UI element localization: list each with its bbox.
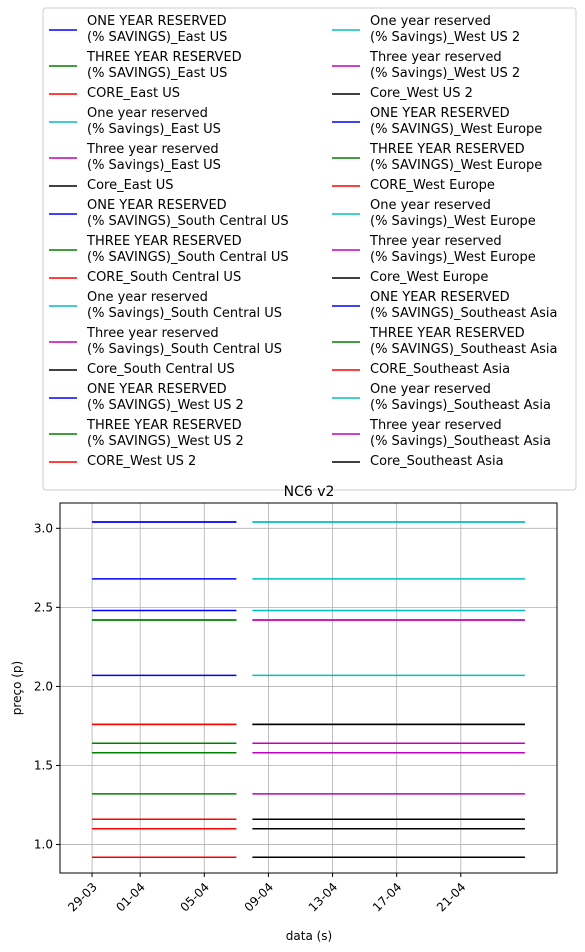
- legend-entry: Three year reserved (% Savings)_East US: [86, 142, 221, 173]
- legend-entry: Core_West Europe: [370, 270, 488, 285]
- legend-entry: One year reserved (% Savings)_East US: [87, 106, 221, 137]
- x-axis-label: data (s): [286, 929, 332, 943]
- plot-area: 1.0 1.5 2.0 2.5 3.0 29-03 01-04 05-04 09-04 13-0…: [34, 502, 558, 915]
- chart-title: NC6 v2: [284, 484, 335, 500]
- legend-entry: THREE YEAR RESERVED (% SAVINGS)_East US: [86, 50, 242, 81]
- y-axis-label: preço (p): [10, 661, 24, 715]
- x-tick-label: 29-03: [65, 880, 100, 915]
- plot-background: [60, 503, 557, 873]
- series-lines: [92, 521, 525, 858]
- legend-entry: ONE YEAR RESERVED (% SAVINGS)_East US: [87, 14, 227, 45]
- legend-entry: ONE YEAR RESERVED (% SAVINGS)_West US 2: [87, 382, 244, 413]
- legend-entry: ONE YEAR RESERVED (% SAVINGS)_Southeast A…: [370, 290, 557, 321]
- legend-entry: CORE_West Europe: [370, 178, 495, 193]
- legend-entry: One year reserved (% Savings)_South Centr…: [87, 290, 282, 321]
- legend-entry: THREE YEAR RESERVED (% SAVINGS)_Southeast…: [369, 326, 557, 357]
- legend-entry: CORE_Southeast Asia: [370, 362, 510, 377]
- legend-entry: ONE YEAR RESERVED (% SAVINGS)_West Europe: [370, 106, 542, 137]
- legend-entry: CORE_South Central US: [87, 270, 241, 285]
- legend-entry: THREE YEAR RESERVED (% SAVINGS)_West Euro…: [369, 142, 542, 173]
- legend-entry: THREE YEAR RESERVED (% SAVINGS)_West US 2: [86, 418, 244, 449]
- legend: ONE YEAR RESERVED (% SAVINGS)_East US THRE…: [42, 7, 577, 491]
- legend-entry: CORE_East US: [87, 86, 180, 101]
- legend-entry: Core_East US: [87, 178, 174, 193]
- y-tick-label: 3.0: [34, 521, 53, 535]
- x-axis: 29-03 01-04 05-04 09-04 13-04 17-04 21-04: [65, 873, 469, 915]
- y-tick-label: 1.5: [34, 758, 53, 772]
- legend-entry: Three year reserved (% Savings)_West US 2: [369, 50, 520, 81]
- legend-entry: CORE_West US 2: [87, 454, 196, 469]
- y-tick-label: 2.5: [34, 600, 53, 614]
- x-tick-label: 13-04: [306, 880, 341, 915]
- legend-entry: Core_South Central US: [87, 362, 235, 377]
- y-tick-label: 1.0: [34, 838, 53, 852]
- y-axis: 1.0 1.5 2.0 2.5 3.0: [34, 521, 60, 852]
- grid: [60, 503, 557, 873]
- legend-entry: ONE YEAR RESERVED (% SAVINGS)_South Centr…: [87, 198, 289, 229]
- plot-frame: [59, 502, 558, 874]
- y-tick-label: 2.0: [34, 679, 53, 693]
- legend-entry: Core_Southeast Asia: [370, 454, 504, 469]
- legend-entry: One year reserved (% Savings)_Southeast A…: [370, 382, 551, 413]
- x-tick-label: 01-04: [113, 880, 148, 915]
- x-tick-label: 21-04: [434, 880, 469, 915]
- legend-entry: Three year reserved (% Savings)_South Cen…: [86, 326, 282, 357]
- x-tick-label: 17-04: [370, 880, 405, 915]
- legend-entry: THREE YEAR RESERVED (% SAVINGS)_South Cen…: [86, 234, 289, 265]
- x-tick-label: 09-04: [242, 880, 277, 915]
- legend-entry: Three year reserved (% Savings)_West Euro…: [369, 234, 536, 265]
- legend-entry: One year reserved (% Savings)_West Europe: [370, 198, 536, 229]
- legend-entry: Core_West US 2: [370, 86, 473, 101]
- legend-entry: One year reserved (% Savings)_West US 2: [370, 14, 520, 45]
- x-tick-label: 05-04: [178, 880, 213, 915]
- legend-frame: [42, 7, 577, 491]
- legend-entry: Three year reserved (% Savings)_Southeast…: [369, 418, 551, 449]
